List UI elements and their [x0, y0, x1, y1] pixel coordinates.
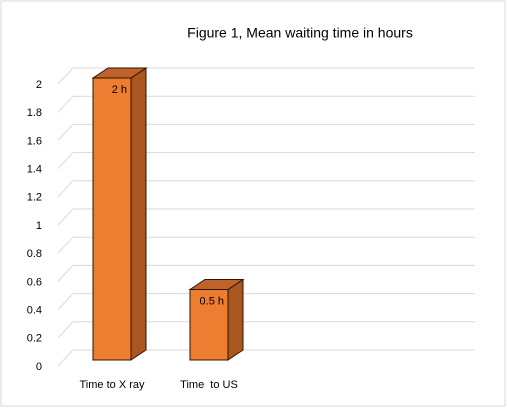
y-tick-label: 0.6	[27, 276, 42, 288]
y-tick-label: 0	[36, 361, 42, 373]
y-tick-label: 2	[36, 79, 42, 91]
grid-line	[57, 264, 475, 282]
grid-line	[57, 67, 475, 85]
grid-line	[57, 123, 475, 141]
grid-line	[57, 349, 475, 367]
y-tick-label: 0.4	[27, 305, 42, 317]
y-tick-label: 1.4	[27, 164, 42, 176]
y-tick-label: 1	[36, 220, 42, 232]
bar	[92, 77, 132, 361]
y-tick-label: 1.2	[27, 192, 42, 204]
grid-line	[57, 321, 475, 339]
data-label: 2 h	[112, 84, 127, 96]
y-tick-label: 0.2	[27, 333, 42, 345]
y-tick-label: 1.8	[27, 107, 42, 119]
y-tick-label: 0.8	[27, 248, 42, 260]
x-tick-label: Time to US	[180, 379, 238, 391]
grid-line	[57, 95, 475, 113]
grid-line	[57, 180, 475, 198]
bar-side	[130, 67, 147, 361]
bar-side	[227, 278, 244, 361]
y-tick-label: 1.6	[27, 135, 42, 147]
x-tick-label: Time to X ray	[80, 379, 145, 391]
grid-line	[57, 152, 475, 169]
grid-line	[57, 293, 475, 310]
grid-line	[57, 208, 475, 226]
chart-title: Figure 1, Mean waiting time in hours	[187, 25, 413, 41]
data-label: 0.5 h	[200, 295, 224, 307]
grid-line	[57, 236, 475, 254]
bar	[189, 289, 229, 361]
